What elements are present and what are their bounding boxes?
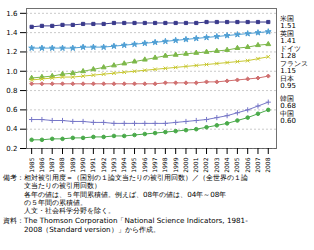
html-text:資料：The Thomson Corporation「Nat: 資料：The Thomson Corporation「National Scie… <box>3 216 248 234</box>
html-text:備考：相対被引用度＝（国別の１論文当たりの被引用回数）／（全: 備考：相対被引用度＝（国別の１論文当たりの被引用回数）／（全世界の１論 文当たり… <box>3 173 248 216</box>
svg-text:韓国0.68: 韓国0.68 <box>280 95 296 110</box>
svg-text:米国1.51: 米国1.51 <box>280 15 296 30</box>
svg-text:1994: 1994 <box>120 157 127 172</box>
svg-text:2005: 2005 <box>233 157 240 172</box>
svg-text:1.4: 1.4 <box>6 29 18 37</box>
svg-text:0.6: 0.6 <box>6 106 18 114</box>
svg-text:中国0.60: 中国0.60 <box>280 110 296 125</box>
svg-text:1989: 1989 <box>69 157 76 172</box>
svg-text:2001: 2001 <box>192 157 199 172</box>
svg-text:2002: 2002 <box>202 157 209 172</box>
svg-text:1995: 1995 <box>130 157 137 172</box>
svg-text:1988: 1988 <box>58 157 65 172</box>
svg-text:1998: 1998 <box>161 157 168 172</box>
svg-text:1985: 1985 <box>28 157 35 172</box>
svg-text:2000: 2000 <box>182 157 189 172</box>
svg-text:1990: 1990 <box>79 157 86 172</box>
svg-text:フランス1.15: フランス1.15 <box>280 60 308 75</box>
svg-text:1993: 1993 <box>110 157 117 172</box>
svg-text:1992: 1992 <box>100 157 107 172</box>
svg-text:2006: 2006 <box>244 157 251 172</box>
svg-text:1987: 1987 <box>48 157 55 172</box>
svg-text:1997: 1997 <box>151 157 158 172</box>
svg-text:1999: 1999 <box>172 157 179 172</box>
svg-text:2008: 2008 <box>264 157 271 172</box>
svg-text:1996: 1996 <box>141 157 148 172</box>
svg-text:1986: 1986 <box>38 157 45 172</box>
svg-text:1.6: 1.6 <box>6 10 18 18</box>
svg-text:2004: 2004 <box>223 157 230 172</box>
svg-text:1.0: 1.0 <box>6 67 17 75</box>
svg-text:0.8: 0.8 <box>6 87 17 95</box>
svg-text:1.2: 1.2 <box>6 48 17 56</box>
svg-text:2003: 2003 <box>213 157 220 172</box>
svg-text:ドイツ1.28: ドイツ1.28 <box>280 45 301 60</box>
svg-text:0.4: 0.4 <box>6 125 18 133</box>
svg-text:2007: 2007 <box>254 157 261 172</box>
svg-text:0.2: 0.2 <box>6 145 17 153</box>
svg-text:1991: 1991 <box>89 157 96 172</box>
svg-text:日本0.95: 日本0.95 <box>280 75 296 90</box>
svg-text:英国1.41: 英国1.41 <box>280 30 296 45</box>
